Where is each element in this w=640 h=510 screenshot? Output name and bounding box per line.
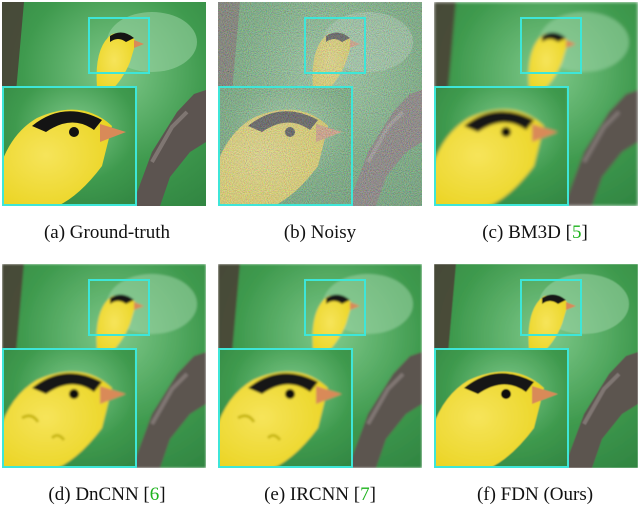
bird-cap [110, 32, 134, 42]
bird-cap [326, 294, 350, 304]
noise-overlay [218, 2, 422, 206]
caption-a: (a) Ground-truth [0, 222, 214, 244]
inset-beak [532, 124, 558, 142]
caption-label: (c) [482, 222, 504, 243]
inset-beak [100, 124, 126, 142]
bird-body [312, 295, 352, 356]
caption-method: IRCNN [289, 484, 350, 505]
zoom-region-box [520, 17, 582, 74]
inset-eye [69, 389, 79, 399]
citation-number: 5 [571, 222, 582, 243]
caption-method: BM3D [508, 222, 561, 243]
caption-d: (d) DnCNN [6] [0, 484, 214, 506]
zoom-region-box [88, 279, 150, 336]
panel-svg [2, 2, 206, 206]
inset-cap [464, 373, 534, 394]
inset-cap [32, 111, 102, 132]
bird-beak [134, 302, 144, 310]
panel-a-image [2, 2, 206, 206]
inset-cap [32, 373, 102, 394]
caption-label: (b) [283, 222, 306, 243]
panel-b-image [218, 2, 422, 206]
panel-d-image [2, 264, 206, 468]
caption-method: Ground-truth [69, 222, 171, 243]
citation-number: 6 [149, 484, 160, 505]
caption-c: (c) BM3D [5] [428, 222, 640, 244]
citation-number: 7 [360, 484, 370, 505]
zoom-region-box [304, 279, 366, 336]
bird-body [528, 295, 568, 356]
zoom-inset-box [218, 86, 353, 206]
zoom-region-box [520, 279, 582, 336]
caption-label: (d) [48, 484, 71, 505]
zoom-inset-box [434, 86, 569, 206]
caption-f: (f) FDN (Ours) [428, 484, 640, 506]
panel-svg [218, 2, 422, 206]
bird-body [96, 295, 136, 356]
caption-suffix: (Ours) [543, 484, 594, 505]
caption-b: (b) Noisy [213, 222, 427, 244]
inset-eye [69, 127, 79, 137]
caption-label: (f) [476, 484, 496, 505]
inset-beak [316, 386, 342, 404]
inset-bird [434, 109, 544, 206]
citation-e[interactable]: [7] [353, 484, 376, 505]
panel-f-image [434, 264, 638, 468]
bird-cap [110, 294, 134, 304]
branch [348, 352, 422, 468]
panel-e-image [218, 264, 422, 468]
inset-bird [2, 371, 112, 468]
inset-cap [464, 111, 534, 132]
bird-body [96, 33, 136, 94]
bird-beak [350, 302, 360, 310]
inset-bird [218, 371, 328, 468]
zoom-inset-box [434, 348, 569, 468]
citation-c[interactable]: [5] [565, 222, 588, 243]
panel-c-image [434, 2, 638, 206]
bird-cap [542, 32, 566, 42]
inset-beak [532, 386, 558, 404]
bird-beak [566, 40, 576, 48]
inset-eye [501, 127, 511, 137]
bird-cap [542, 294, 566, 304]
zoom-region-box [304, 17, 366, 74]
caption-method: Noisy [310, 222, 357, 243]
bird-beak [566, 302, 576, 310]
caption-label: (e) [264, 484, 286, 505]
inset-bird [434, 371, 544, 468]
branch [564, 90, 638, 206]
zoom-inset-box [218, 348, 353, 468]
panel-svg [434, 2, 638, 206]
branch [564, 352, 638, 468]
caption-method: DnCNN [75, 484, 139, 505]
caption-method: FDN [500, 484, 539, 505]
inset-cap [248, 373, 318, 394]
caption-e: (e) IRCNN [7] [213, 484, 427, 506]
inset-eye [285, 389, 295, 399]
branch [132, 352, 206, 468]
inset-bird [2, 109, 112, 206]
inset-eye [501, 389, 511, 399]
panel-svg [218, 264, 422, 468]
panel-svg [434, 264, 638, 468]
zoom-region-box [88, 17, 150, 74]
bird-beak [134, 40, 144, 48]
inset-beak [100, 386, 126, 404]
citation-d[interactable]: [6] [143, 484, 166, 505]
branch [132, 90, 206, 206]
caption-label: (a) [43, 222, 66, 243]
zoom-inset-box [2, 86, 137, 206]
bird-body [528, 33, 568, 94]
panel-svg [2, 264, 206, 468]
zoom-inset-box [2, 348, 137, 468]
